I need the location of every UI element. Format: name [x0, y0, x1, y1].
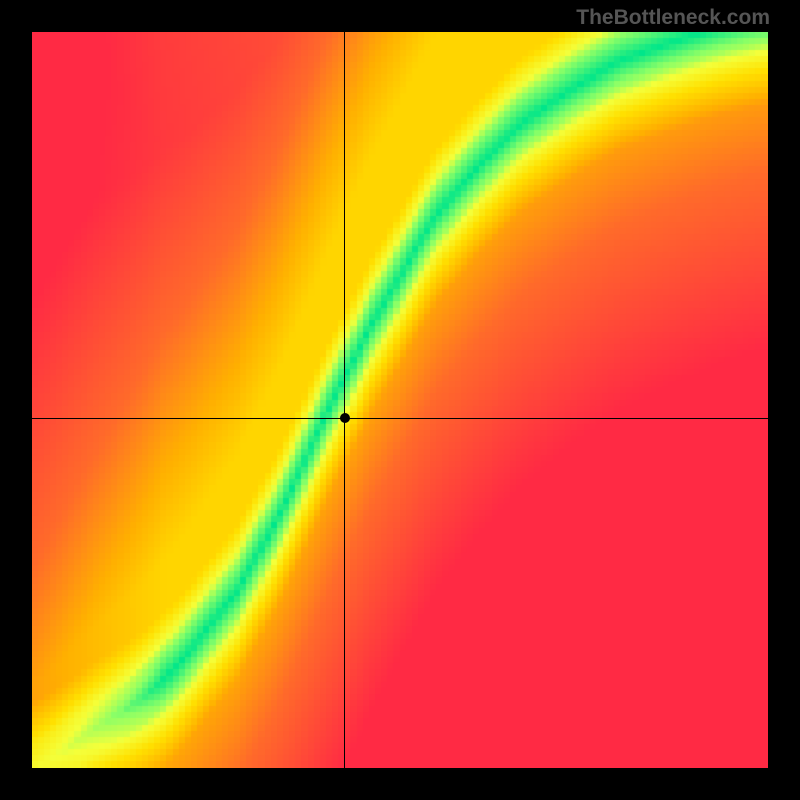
plot-area: [32, 32, 768, 768]
heatmap-canvas: [32, 32, 768, 768]
watermark-text: TheBottleneck.com: [576, 6, 770, 30]
crosshair-horizontal: [32, 418, 768, 419]
chart-frame: TheBottleneck.com: [0, 0, 800, 800]
crosshair-vertical: [344, 32, 345, 768]
